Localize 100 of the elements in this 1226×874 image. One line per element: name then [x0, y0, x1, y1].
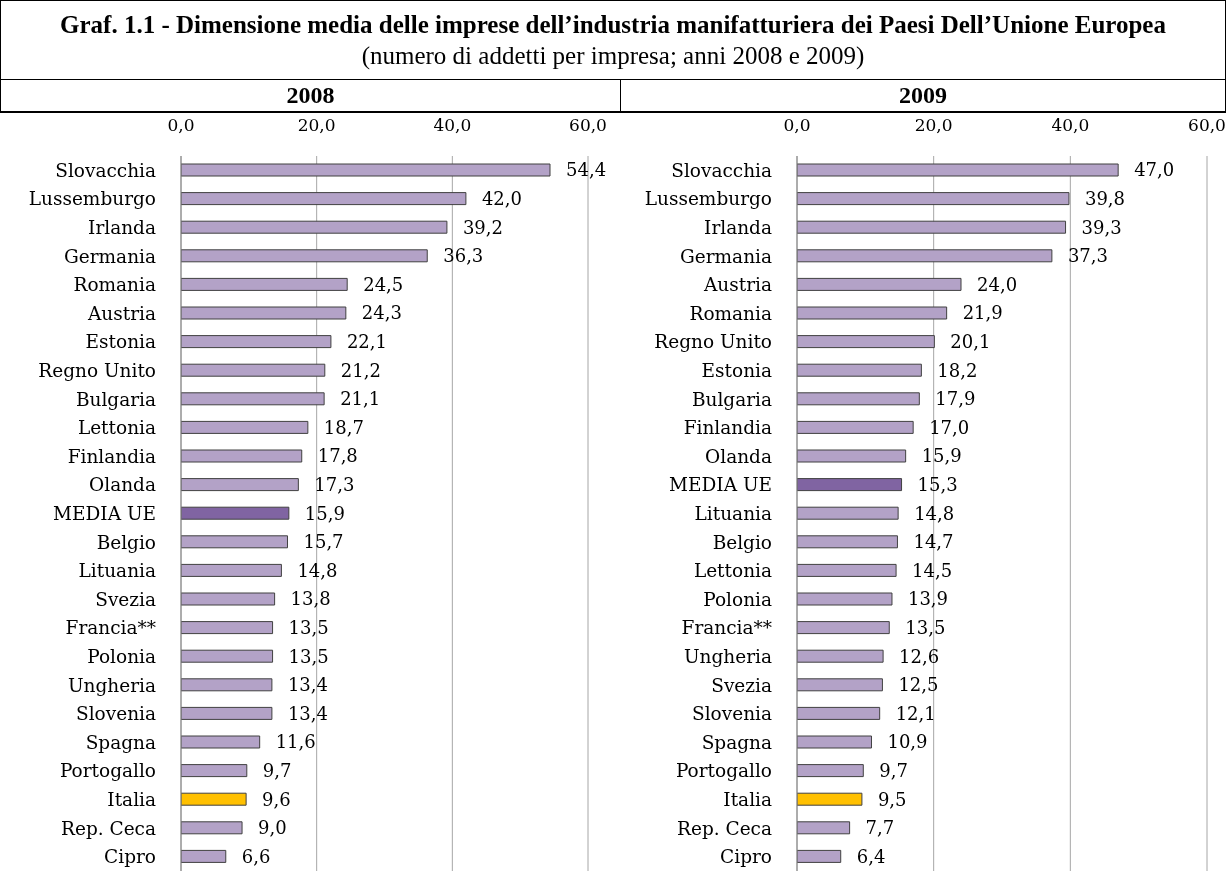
data-label: 18,7: [323, 416, 364, 438]
y-tick-label: Regno Unito: [654, 331, 772, 353]
bar: [797, 363, 922, 377]
y-tick-label: Finlandia: [67, 445, 156, 467]
bar: [181, 335, 332, 349]
y-tick-label: Germania: [63, 245, 156, 267]
data-label: 12,1: [895, 702, 936, 724]
data-label: 39,8: [1084, 187, 1126, 209]
bar: [181, 735, 261, 749]
chart-title: 2008: [286, 82, 335, 109]
y-tick-label: MEDIA UE: [669, 474, 772, 496]
y-tick-label: Lettonia: [77, 417, 156, 439]
y-tick-label: Estonia: [85, 331, 156, 353]
data-label: 13,4: [287, 702, 328, 724]
y-tick-label: Slovenia: [76, 703, 156, 725]
bar: [797, 592, 893, 606]
bar: [797, 249, 1053, 263]
y-tick-label: Spagna: [701, 731, 772, 753]
data-label: 17,8: [317, 445, 358, 467]
bar: [181, 706, 273, 720]
bar: [797, 392, 920, 406]
data-label: 9,6: [262, 788, 291, 810]
bar: [181, 592, 276, 606]
bar: [797, 535, 898, 549]
bar: [181, 363, 326, 377]
y-tick-label: Austria: [87, 302, 156, 324]
x-tick-label: 40,0: [433, 115, 472, 135]
data-label: 13,5: [288, 616, 329, 638]
x-tick-label: 40,0: [1051, 115, 1090, 135]
data-label: 20,1: [950, 330, 991, 352]
bar: [797, 649, 884, 663]
bar: [797, 849, 842, 863]
data-label: 13,5: [905, 616, 946, 638]
bar: [181, 277, 348, 291]
y-tick-label: Portogallo: [59, 760, 156, 782]
data-label: 9,5: [877, 788, 907, 810]
bar: [181, 678, 273, 692]
y-tick-label: Romania: [689, 302, 772, 324]
data-label: 54,4: [566, 159, 607, 181]
y-tick-label: Svezia: [95, 588, 156, 610]
y-tick-label: Ungheria: [67, 674, 156, 696]
bar: [797, 220, 1067, 234]
y-tick-label: Italia: [107, 789, 156, 811]
data-label: 15,9: [921, 445, 962, 467]
data-label: 9,7: [879, 759, 908, 781]
bar: [181, 764, 248, 778]
bar: [181, 506, 290, 520]
y-tick-label: Belgio: [96, 531, 156, 553]
data-label: 37,3: [1067, 245, 1108, 267]
bar: [797, 735, 872, 749]
y-tick-label: Olanda: [705, 445, 772, 467]
bar: [181, 249, 428, 263]
data-label: 21,2: [340, 359, 381, 381]
data-label: 15,3: [917, 473, 958, 495]
y-tick-label: Irlanda: [88, 217, 156, 239]
data-label: 13,4: [287, 674, 328, 696]
x-tick-label: 60,0: [1188, 115, 1226, 135]
y-tick-label: MEDIA UE: [53, 503, 156, 525]
data-label: 39,3: [1081, 216, 1122, 238]
bar: [797, 335, 935, 349]
bar: [797, 478, 903, 492]
bar: [797, 678, 883, 692]
y-tick-label: Francia**: [681, 617, 772, 639]
y-tick-label: Bulgaria: [75, 388, 156, 410]
bar: [181, 821, 243, 835]
data-label: 13,9: [907, 588, 949, 610]
data-label: 17,0: [929, 416, 970, 438]
y-tick-label: Bulgaria: [691, 388, 772, 410]
y-tick-label: Cipro: [104, 846, 156, 868]
y-tick-label: Germania: [679, 245, 772, 267]
data-label: 42,0: [481, 187, 522, 209]
text: Graf. 1.1 - Dimensione media delle imprese dell’industria manifatturiera dei Paesi Dell’Unione Europea: [60, 10, 1166, 40]
bar: [181, 621, 274, 635]
x-tick-label: 20,0: [914, 115, 953, 135]
y-tick-label: Italia: [723, 789, 772, 811]
data-label: 21,9: [962, 302, 1003, 324]
data-label: 47,0: [1134, 159, 1175, 181]
y-tick-label: Svezia: [711, 674, 772, 696]
data-label: 24,0: [977, 273, 1018, 295]
bar: [181, 392, 325, 406]
bar: [181, 649, 274, 663]
bar: [181, 420, 309, 434]
y-tick-label: Belgio: [712, 531, 772, 553]
data-label: 10,9: [887, 731, 928, 753]
y-tick-label: Lituania: [694, 503, 772, 525]
data-label: 13,5: [288, 645, 329, 667]
y-tick-label: Ungheria: [683, 646, 772, 668]
x-tick-label: 60,0: [569, 115, 607, 135]
data-label: 17,3: [314, 473, 355, 495]
data-label: 9,7: [262, 759, 292, 781]
bar: [181, 849, 227, 863]
y-tick-label: Francia**: [65, 617, 156, 639]
y-tick-label: Olanda: [89, 474, 156, 496]
data-label: 6,6: [241, 845, 271, 867]
x-tick-label: 20,0: [297, 115, 336, 135]
y-tick-label: Austria: [703, 274, 772, 296]
data-label: 21,1: [340, 388, 381, 410]
y-tick-label: Romania: [73, 274, 156, 296]
text: (numero di addetti per impresa; anni 2008 e 2009): [361, 41, 865, 71]
data-label: 13,8: [290, 588, 331, 610]
